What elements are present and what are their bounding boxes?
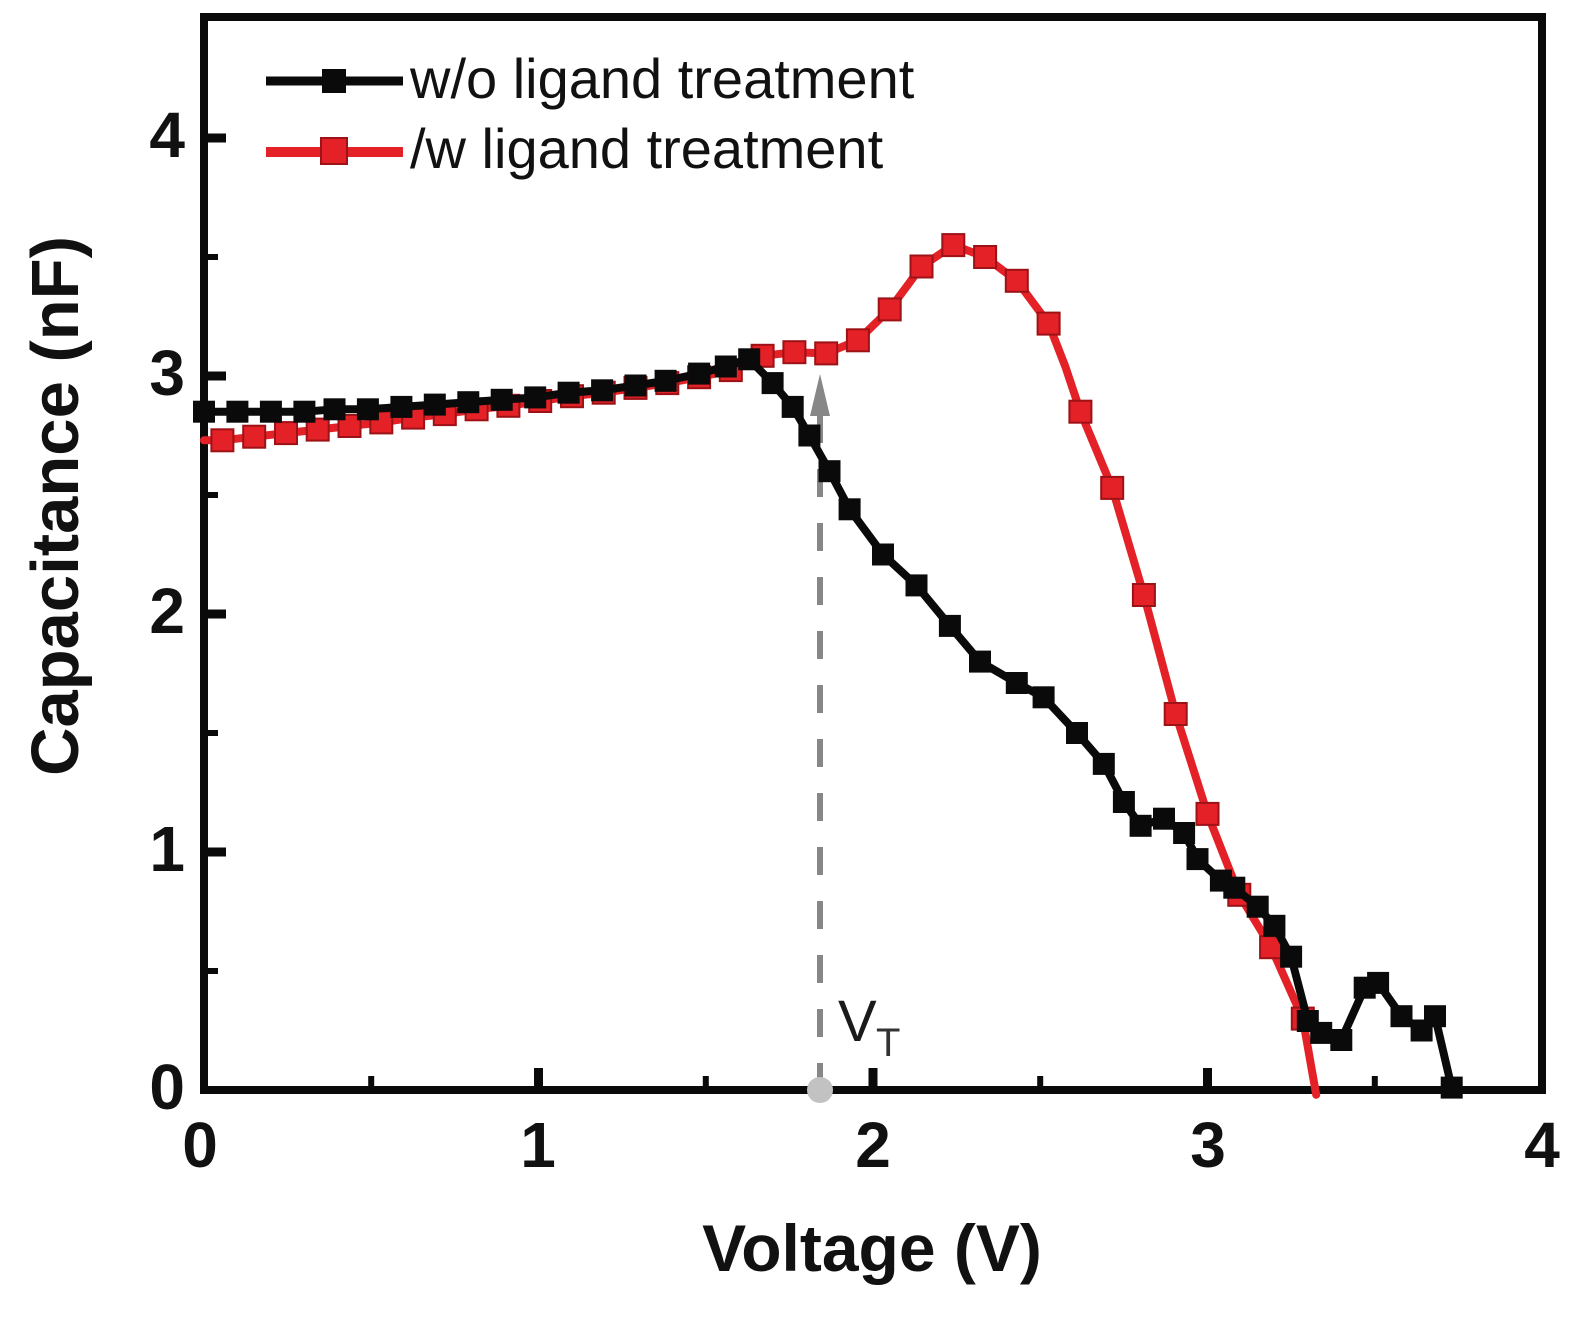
svg-text:V: V <box>838 989 877 1054</box>
svg-text:2: 2 <box>149 575 185 647</box>
svg-text:Capacitance (nF): Capacitance (nF) <box>18 236 93 776</box>
svg-text:4: 4 <box>149 99 185 171</box>
svg-text:0: 0 <box>182 1109 218 1181</box>
svg-text:/w ligand treatment: /w ligand treatment <box>410 117 884 180</box>
svg-text:2: 2 <box>855 1109 891 1181</box>
svg-text:3: 3 <box>149 337 185 409</box>
svg-text:3: 3 <box>1190 1109 1226 1181</box>
svg-text:1: 1 <box>149 813 185 885</box>
svg-text:w/o ligand treatment: w/o ligand treatment <box>409 47 915 110</box>
svg-text:0: 0 <box>149 1051 185 1123</box>
svg-text:1: 1 <box>520 1109 556 1181</box>
svg-text:4: 4 <box>1524 1109 1560 1181</box>
svg-text:T: T <box>876 1021 900 1065</box>
svg-text:Voltage (V): Voltage (V) <box>702 1211 1042 1285</box>
